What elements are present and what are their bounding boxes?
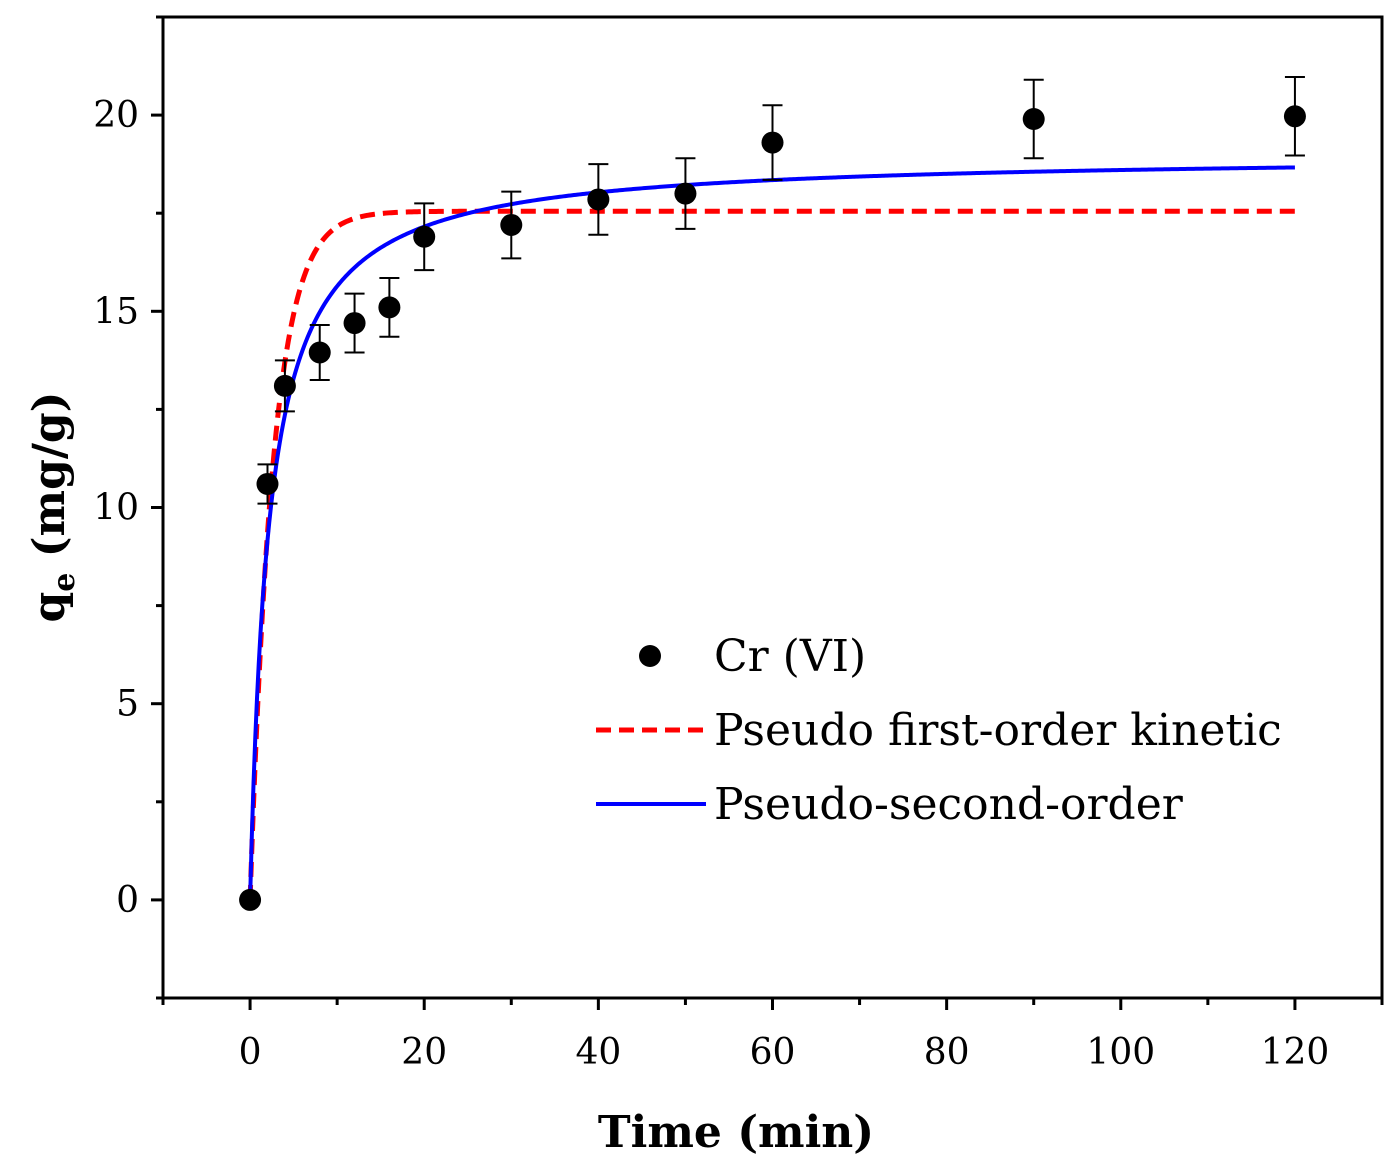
data-point — [1022, 108, 1045, 131]
y-tick-label: 0 — [116, 880, 139, 921]
data-point — [761, 131, 784, 154]
legend-label: Cr (VI) — [714, 631, 866, 682]
legend: Cr (VI) Pseudo first-order kinetic Pseudo-… — [596, 631, 1282, 830]
y-axis-title: qe (mg/g) — [24, 392, 82, 623]
data-point — [413, 225, 436, 248]
x-axis-title: Time (min) — [598, 1107, 874, 1158]
x-tick-label: 80 — [924, 1032, 970, 1073]
data-point — [256, 472, 279, 495]
pseudo-first-order-line — [247, 208, 1295, 900]
data-point — [1283, 105, 1306, 128]
y-tick-label: 10 — [93, 488, 139, 529]
legend-label: Pseudo first-order kinetic — [714, 705, 1282, 756]
x-tick-label: 40 — [575, 1032, 621, 1073]
data-point — [343, 312, 366, 335]
data-point — [308, 341, 331, 364]
y-axis-title-main: q — [24, 592, 75, 623]
y-axis-title-unit: (mg/g) — [24, 392, 75, 573]
y-axis-title-subscript: e — [47, 573, 82, 592]
data-point — [239, 888, 262, 911]
y-tick-label: 15 — [93, 291, 139, 332]
data-point — [500, 213, 523, 236]
legend-marker-cr-vi — [639, 645, 661, 667]
y-tick-label: 20 — [93, 95, 139, 136]
legend-label: Pseudo-second-order — [714, 779, 1184, 830]
x-tick-label: 60 — [750, 1032, 796, 1073]
x-tick-label: 120 — [1261, 1032, 1330, 1073]
ticks-layer: 0 20 40 60 80 100 120 0 5 10 15 20 — [93, 15, 1384, 1073]
x-tick-label: 20 — [401, 1032, 447, 1073]
data-point — [587, 188, 610, 211]
y-tick-label: 5 — [116, 684, 139, 725]
series-layer — [239, 76, 1306, 911]
data-point — [674, 182, 697, 205]
data-point — [378, 296, 401, 319]
data-point — [273, 374, 296, 397]
x-tick-label: 100 — [1086, 1032, 1155, 1073]
x-tick-label: 0 — [239, 1032, 262, 1073]
